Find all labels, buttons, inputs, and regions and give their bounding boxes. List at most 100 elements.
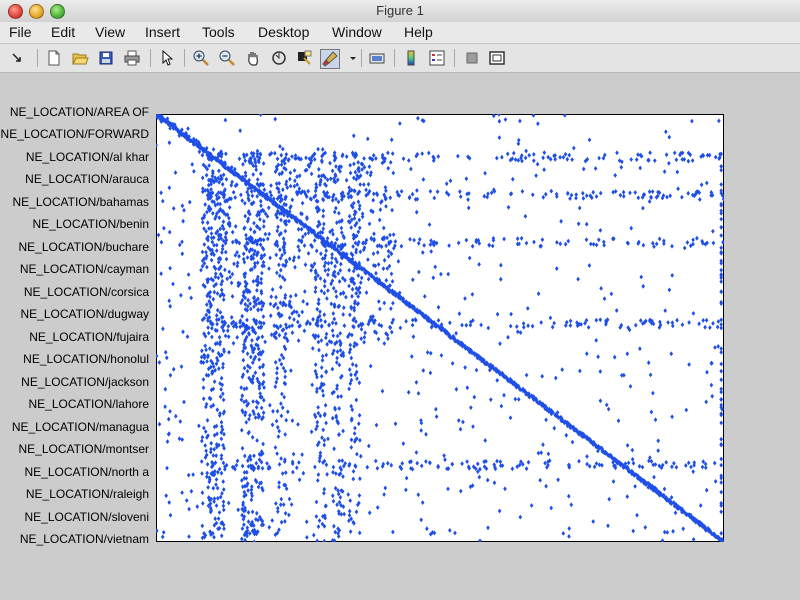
data-point	[269, 183, 273, 188]
data-point	[277, 189, 281, 195]
data-point	[199, 359, 203, 365]
data-point	[346, 492, 350, 497]
data-point	[332, 242, 337, 248]
data-point	[251, 360, 255, 365]
data-point	[366, 181, 371, 187]
data-point	[351, 268, 356, 274]
data-point	[555, 266, 559, 271]
new-figure-icon[interactable]	[45, 49, 63, 67]
data-point	[338, 244, 343, 250]
data-point	[316, 146, 320, 152]
hide-plot-tools-icon[interactable]	[463, 49, 481, 67]
zoom-in-icon[interactable]	[192, 49, 210, 67]
data-point	[526, 306, 530, 311]
print-icon[interactable]	[123, 49, 141, 67]
data-point	[664, 460, 668, 465]
brush-dropdown-icon[interactable]	[344, 49, 356, 67]
data-point	[211, 348, 215, 354]
data-point	[186, 472, 191, 478]
data-point	[222, 526, 226, 532]
data-point	[339, 394, 343, 399]
data-point	[584, 221, 589, 227]
data-point	[249, 487, 254, 493]
data-point	[265, 461, 269, 466]
menu-view[interactable]: View	[95, 24, 126, 40]
data-point	[720, 193, 724, 198]
data-point	[436, 304, 441, 310]
insert-legend-icon[interactable]	[428, 49, 446, 67]
data-point	[163, 386, 168, 392]
y-tick-label: NE_LOCATION/managua	[11, 419, 149, 434]
menu-edit[interactable]: Edit	[51, 24, 76, 40]
data-point	[599, 286, 603, 291]
data-point	[336, 420, 340, 426]
open-file-icon[interactable]	[71, 49, 89, 67]
zoom-out-icon[interactable]	[218, 49, 236, 67]
data-point	[205, 302, 209, 307]
menu-help[interactable]: Help	[404, 24, 433, 40]
data-point	[322, 221, 326, 227]
data-point	[339, 375, 343, 380]
data-point	[498, 341, 502, 347]
data-point	[641, 283, 645, 289]
minimize-window-button[interactable]	[29, 4, 44, 19]
data-point	[492, 480, 497, 486]
data-point	[220, 382, 224, 388]
data-point	[235, 260, 240, 266]
rotate-3d-icon[interactable]	[270, 49, 288, 67]
data-point	[393, 421, 398, 427]
data-point	[200, 523, 205, 529]
data-point	[585, 454, 589, 459]
data-point	[318, 413, 323, 419]
edit-plot-icon[interactable]	[158, 49, 176, 67]
close-window-button[interactable]	[8, 4, 23, 19]
data-point	[719, 456, 723, 462]
data-point	[231, 319, 236, 325]
insert-colorbar-icon[interactable]	[402, 49, 420, 67]
data-point	[313, 285, 318, 291]
menu-file[interactable]: File	[9, 24, 32, 40]
data-point	[315, 423, 319, 429]
data-point	[335, 383, 339, 389]
data-point	[672, 150, 677, 156]
data-point	[671, 323, 675, 329]
scatter-plot[interactable]	[156, 114, 724, 542]
y-tick-label: NE_LOCATION/FORWARD	[0, 127, 149, 142]
data-point	[342, 305, 346, 311]
data-point	[315, 223, 320, 229]
data-point	[472, 394, 477, 400]
data-point	[719, 167, 723, 173]
data-point	[226, 334, 231, 340]
data-point	[304, 321, 309, 327]
data-point	[366, 276, 371, 282]
data-point	[354, 509, 359, 515]
data-point	[270, 422, 275, 428]
data-point	[216, 275, 221, 281]
data-point	[502, 392, 506, 398]
show-plot-tools-icon[interactable]	[488, 49, 506, 67]
data-point	[407, 303, 411, 309]
menu-desktop[interactable]: Desktop	[258, 24, 310, 40]
data-point	[619, 164, 624, 170]
menu-window[interactable]: Window	[332, 24, 382, 40]
data-point	[354, 363, 358, 368]
brush-icon[interactable]	[320, 49, 340, 69]
data-point	[657, 463, 662, 469]
data-point	[220, 352, 224, 358]
link-plot-icon[interactable]	[368, 49, 386, 67]
save-icon[interactable]	[97, 49, 115, 67]
data-point	[261, 349, 265, 355]
data-point	[669, 495, 674, 500]
dock-icon[interactable]	[8, 49, 26, 67]
data-point	[333, 155, 338, 161]
pan-icon[interactable]	[244, 49, 262, 67]
data-point	[334, 294, 339, 299]
data-point	[353, 223, 357, 228]
menu-insert[interactable]: Insert	[145, 24, 181, 40]
zoom-window-button[interactable]	[50, 4, 65, 19]
menu-tools[interactable]: Tools	[202, 24, 235, 40]
data-point	[331, 498, 336, 504]
data-cursor-icon[interactable]	[295, 49, 313, 67]
data-point	[375, 250, 380, 255]
data-point	[339, 340, 343, 346]
